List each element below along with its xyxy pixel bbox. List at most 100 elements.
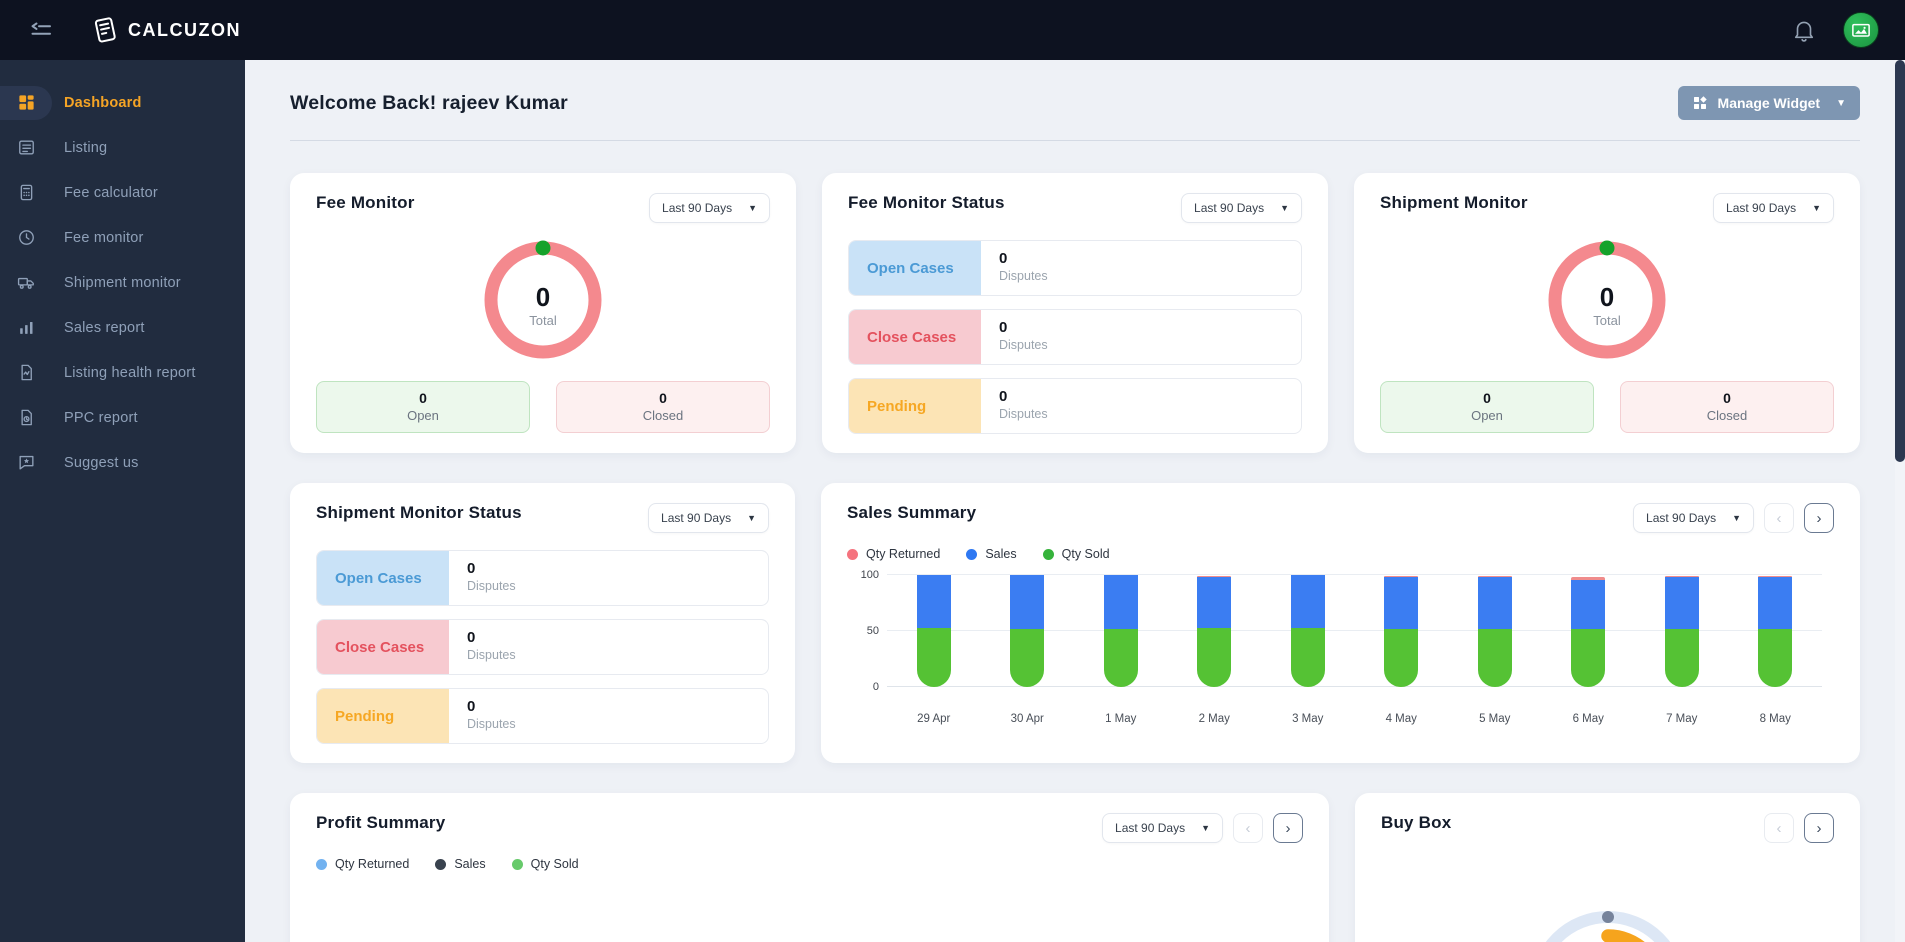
sales-legend: Qty Returned Sales Qty Sold xyxy=(847,547,1834,561)
bar-2-may[interactable] xyxy=(1197,575,1232,687)
manage-widget-label: Manage Widget xyxy=(1717,95,1821,111)
fee-monitor-donut-chart: 0 Total xyxy=(478,235,608,370)
status-row-unit: Disputes xyxy=(999,269,1048,283)
sidebar-item-shipment-monitor[interactable]: Shipment monitor xyxy=(0,260,245,305)
sidebar-item-label: Sales report xyxy=(64,319,145,336)
fee-monitor-range-select[interactable]: Last 90 Days ▼ xyxy=(649,193,770,223)
sidebar-item-suggest-us[interactable]: Suggest us xyxy=(0,440,245,485)
profit-prev-button[interactable]: ‹ xyxy=(1233,813,1263,843)
open-value: 0 xyxy=(1483,390,1491,406)
chevron-down-icon: ▼ xyxy=(1280,203,1289,213)
buy-box-card: Buy Box ‹ › xyxy=(1355,793,1860,942)
legend-dot-icon xyxy=(435,858,447,870)
bar-8-may[interactable] xyxy=(1758,575,1793,687)
scrollbar-track[interactable] xyxy=(1895,60,1905,942)
range-value: Last 90 Days xyxy=(662,201,733,215)
bar-1-may[interactable] xyxy=(1103,575,1138,687)
x-axis-label: 8 May xyxy=(1759,713,1791,725)
legend-item-sales: Sales xyxy=(435,857,486,871)
status-row-label: Open Cases xyxy=(849,241,981,295)
legend-label: Qty Sold xyxy=(1061,547,1110,561)
status-row-unit: Disputes xyxy=(999,407,1048,421)
sales-prev-button[interactable]: ‹ xyxy=(1764,503,1794,533)
range-value: Last 90 Days xyxy=(661,511,732,525)
card-title: Profit Summary xyxy=(316,813,446,832)
card-title: Fee Monitor xyxy=(316,193,415,212)
status-row-pending: Pending 0 Disputes xyxy=(848,378,1302,434)
listing-icon xyxy=(17,138,36,157)
sidebar-item-listing[interactable]: Listing xyxy=(0,125,245,170)
status-row-label: Open Cases xyxy=(317,551,449,605)
bar-4-may[interactable] xyxy=(1384,575,1419,687)
bar-3-may[interactable] xyxy=(1290,575,1325,687)
sidebar-item-fee-calculator[interactable]: Fee calculator xyxy=(0,170,245,215)
open-label: Open xyxy=(407,408,439,423)
shipment-monitor-status-range-select[interactable]: Last 90 Days ▼ xyxy=(648,503,769,533)
open-stat-pill[interactable]: 0 Open xyxy=(316,381,530,433)
bar-7-may[interactable] xyxy=(1664,575,1699,687)
legend-item-qty-returned: Qty Returned xyxy=(316,857,409,871)
sidebar-item-label: Listing health report xyxy=(64,364,196,381)
chevron-down-icon: ▼ xyxy=(1812,203,1821,213)
open-stat-pill[interactable]: 0 Open xyxy=(1380,381,1594,433)
fee-monitor-status-range-select[interactable]: Last 90 Days ▼ xyxy=(1181,193,1302,223)
card-title: Shipment Monitor Status xyxy=(316,503,522,522)
legend-dot-icon xyxy=(511,858,523,870)
x-axis-label: 3 May xyxy=(1292,713,1324,725)
buy-box-radial-chart xyxy=(1381,871,1834,942)
buybox-prev-button[interactable]: ‹ xyxy=(1764,813,1794,843)
bar-5-may[interactable] xyxy=(1477,575,1512,687)
range-value: Last 90 Days xyxy=(1726,201,1797,215)
closed-stat-pill[interactable]: 0 Closed xyxy=(1620,381,1834,433)
manage-widget-button[interactable]: Manage Widget ▼ xyxy=(1677,86,1860,120)
dashboard-icon xyxy=(17,93,36,112)
legend-label: Sales xyxy=(985,547,1017,561)
gridline xyxy=(887,686,1822,687)
sales-summary-range-select[interactable]: Last 90 Days ▼ xyxy=(1633,503,1754,533)
calculator-logo-icon xyxy=(90,15,120,45)
open-label: Open xyxy=(1471,408,1503,423)
sidebar-item-ppc-report[interactable]: PPC report xyxy=(0,395,245,440)
sidebar-collapse-icon[interactable] xyxy=(26,15,56,45)
user-avatar[interactable] xyxy=(1843,12,1879,48)
sidebar-item-label: PPC report xyxy=(64,409,138,426)
profit-next-button[interactable]: › xyxy=(1273,813,1303,843)
profit-summary-range-select[interactable]: Last 90 Days ▼ xyxy=(1102,813,1223,843)
status-row-value: 0 xyxy=(999,250,1008,267)
closed-stat-pill[interactable]: 0 Closed xyxy=(556,381,770,433)
card-title: Sales Summary xyxy=(847,503,977,522)
notifications-bell-icon[interactable] xyxy=(1791,17,1817,43)
sidebar-item-dashboard[interactable]: Dashboard xyxy=(0,80,245,125)
closed-label: Closed xyxy=(1706,408,1748,423)
status-row-label: Close Cases xyxy=(317,620,449,674)
donut-total-label: Total xyxy=(1593,312,1621,328)
sidebar-item-label: Suggest us xyxy=(64,454,139,471)
range-value: Last 90 Days xyxy=(1115,821,1186,835)
sidebar-item-sales-report[interactable]: Sales report xyxy=(0,305,245,350)
shipment-monitor-range-select[interactable]: Last 90 Days ▼ xyxy=(1713,193,1834,223)
sidebar-item-listing-health-report[interactable]: Listing health report xyxy=(0,350,245,395)
sales-next-button[interactable]: › xyxy=(1804,503,1834,533)
bar-30-apr[interactable] xyxy=(1010,575,1045,687)
status-row-label: Pending xyxy=(317,689,449,743)
topbar: CALCUZON xyxy=(0,0,1905,60)
sidebar-item-fee-monitor[interactable]: Fee monitor xyxy=(0,215,245,260)
bar-29-apr[interactable] xyxy=(916,575,951,687)
profit-legend: Qty Returned Sales Qty Sold xyxy=(316,857,1303,871)
buybox-next-button[interactable]: › xyxy=(1804,813,1834,843)
profit-summary-card: Profit Summary Last 90 Days ▼ ‹ › Qty Re… xyxy=(290,793,1329,942)
bar-6-may[interactable] xyxy=(1571,575,1606,687)
x-axis-label: 30 Apr xyxy=(1010,713,1044,725)
card-title: Shipment Monitor xyxy=(1380,193,1528,212)
status-rows: Open Cases 0 Disputes Close Cases 0 Disputes P… xyxy=(848,240,1302,434)
status-row-value: 0 xyxy=(467,698,476,715)
card-title: Fee Monitor Status xyxy=(848,193,1005,212)
fee-monitor-status-card: Fee Monitor Status Last 90 Days ▼ Open C… xyxy=(822,173,1328,453)
shipment-monitor-donut-chart: 0 Total xyxy=(1542,235,1672,370)
scrollbar-thumb[interactable] xyxy=(1895,60,1905,462)
brand-logo[interactable]: CALCUZON xyxy=(90,15,241,45)
sales-summary-card: Sales Summary Last 90 Days ▼ ‹ › Qty Ret… xyxy=(821,483,1860,763)
status-row-close-cases: Close Cases 0 Disputes xyxy=(848,309,1302,365)
card-title: Buy Box xyxy=(1381,813,1452,832)
legend-label: Qty Returned xyxy=(866,547,941,561)
